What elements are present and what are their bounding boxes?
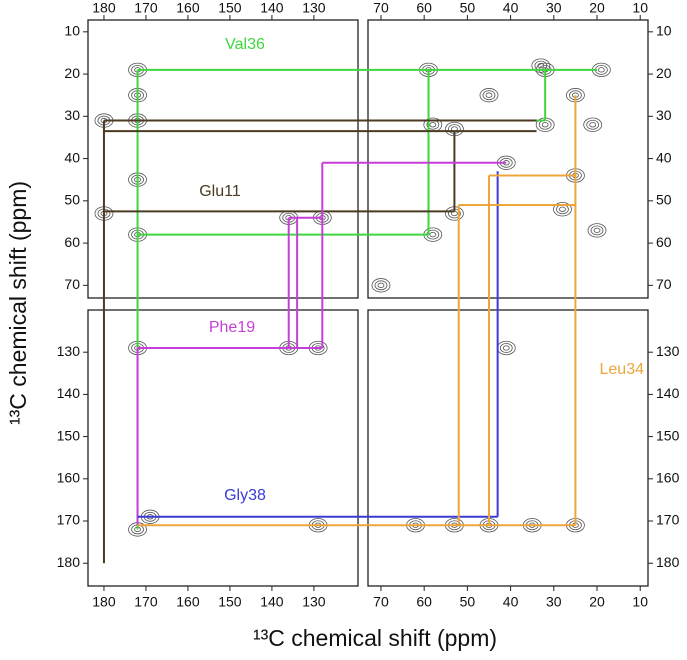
residue-label: Leu34 [600,361,645,378]
y-tick-label: 130 [57,343,81,359]
y-tick-label: 160 [656,470,680,486]
peak-contour [583,117,603,132]
y-tick-label: 70 [656,276,672,292]
x-tick-label: 40 [503,0,519,16]
y-tick-label: 50 [656,192,672,208]
y-tick-label: 170 [57,512,81,528]
y-tick-label: 60 [656,234,672,250]
y-tick-label: 180 [656,554,680,570]
peak-contour [538,119,552,130]
x-tick-label: 150 [218,0,242,16]
peak-contour [594,64,608,75]
peak-contour [556,204,569,215]
x-tick-label: 150 [218,594,242,610]
x-tick-label: 60 [416,0,432,16]
y-tick-label: 40 [64,149,80,165]
y-tick-label: 150 [656,427,680,443]
x-tick-label: 70 [373,0,389,16]
y-tick-label: 50 [64,192,80,208]
peak-contour [374,280,388,291]
peak-contour [485,92,493,98]
peak-contour [587,223,607,238]
y-axis-title: ¹³C chemical shift (ppm) [5,181,31,425]
peak-contour [559,206,566,212]
peak-contour [531,58,551,73]
x-tick-label: 170 [134,0,158,16]
x-tick-label: 10 [632,594,648,610]
y-tick-label: 180 [57,554,81,570]
y-tick-label: 160 [57,470,81,486]
y-tick-label: 20 [656,65,672,81]
x-tick-label: 130 [302,594,326,610]
peak-contour [590,225,604,236]
residue-label: Phe19 [209,319,255,336]
y-tick-label: 140 [656,385,680,401]
peak-contour [553,202,572,217]
y-tick-label: 150 [57,427,81,443]
x-tick-label: 30 [546,594,562,610]
y-tick-label: 70 [64,276,80,292]
x-tick-label: 30 [546,0,562,16]
x-tick-label: 180 [92,594,116,610]
x-tick-label: 20 [589,594,605,610]
peak-contour [597,67,605,73]
peak-contour [482,90,496,101]
y-tick-label: 30 [656,107,672,123]
x-tick-label: 130 [302,0,326,16]
y-tick-label: 20 [64,65,80,81]
x-tick-label: 140 [260,0,284,16]
peak-contour [499,343,513,353]
x-tick-label: 160 [176,594,200,610]
panel-frame [87,309,359,587]
peak-contour [429,122,437,128]
panel-frame [367,309,649,587]
peak-contour [377,282,385,288]
peak-contour [541,122,549,128]
x-tick-label: 60 [416,594,432,610]
x-tick-label: 20 [589,0,605,16]
x-tick-label: 10 [632,0,648,16]
peak-contour [429,231,437,238]
y-tick-label: 10 [656,23,672,39]
x-tick-label: 40 [503,594,519,610]
x-tick-label: 140 [260,594,284,610]
residue-label: Val36 [225,36,265,53]
peak-contour [586,119,600,130]
peak-contour [537,62,545,69]
peak-contour [502,345,510,351]
peak-contour [593,227,601,234]
x-tick-label: 170 [134,594,158,610]
y-tick-label: 60 [64,234,80,250]
x-tick-label: 70 [373,594,389,610]
panel-frame [87,19,359,299]
residue-label: Glu11 [199,183,241,200]
peak-contour [589,122,597,128]
panel-frame [367,19,649,299]
x-axis-title: ¹³C chemical shift (ppm) [253,625,497,651]
y-tick-label: 10 [64,23,80,39]
y-tick-label: 40 [656,149,672,165]
x-tick-label: 50 [460,594,476,610]
y-tick-label: 30 [64,107,80,123]
x-tick-label: 180 [92,0,116,16]
peak-contour [371,278,391,293]
y-tick-label: 140 [57,385,81,401]
y-tick-label: 130 [656,343,680,359]
residue-label: Gly38 [224,487,266,504]
y-tick-label: 170 [656,512,680,528]
x-tick-label: 50 [460,0,476,16]
x-tick-label: 160 [176,0,200,16]
peak-contour [479,88,499,103]
